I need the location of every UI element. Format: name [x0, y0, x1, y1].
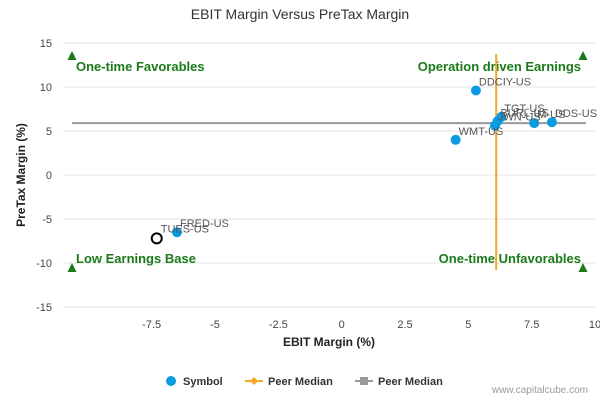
x-tick-label: -7.5 — [142, 319, 161, 331]
x-axis-title: EBIT Margin (%) — [283, 335, 375, 349]
legend: Symbol Peer Median Peer Median — [166, 376, 443, 388]
quadrant-annotations: One-time Favorables Operation driven Earn… — [67, 51, 588, 272]
x-tick-label: 7.5 — [524, 319, 539, 331]
point-label: M-US — [537, 109, 565, 121]
legend-square-icon — [360, 377, 368, 385]
quadrant-label-bottom-left: Low Earnings Base — [76, 251, 196, 266]
legend-label: Peer Median — [268, 376, 333, 388]
data-point — [529, 118, 540, 129]
chart-title: EBIT Margin Versus PreTax Margin — [190, 6, 410, 22]
quadrant-marker-icon — [67, 263, 77, 272]
y-tick-label: -10 — [36, 258, 52, 270]
quadrant-label-bottom-right: One-time Unfavorables — [439, 251, 581, 266]
legend-symbol-marker — [166, 376, 176, 386]
legend-diamond-icon — [250, 377, 258, 385]
x-tick-label: -5 — [210, 319, 220, 331]
point-label: DDS-US — [555, 108, 597, 120]
highlight-point — [150, 232, 163, 245]
quadrant-marker-icon — [67, 51, 77, 60]
point-label: WMT-US — [459, 126, 504, 138]
y-axis-title: PreTax Margin (%) — [14, 123, 28, 227]
point-label: FRED-US — [180, 218, 229, 230]
x-tick-labels: -7.5 -5 -2.5 0 2.5 5 7.5 10 — [142, 319, 600, 331]
quadrant-marker-icon — [578, 263, 588, 272]
x-tick-label: 0 — [339, 319, 345, 331]
data-point — [172, 227, 182, 238]
highlight-point-label: TUES-US — [161, 223, 209, 235]
y-tick-label: -5 — [42, 214, 52, 226]
quadrant-label-top-right: Operation driven Earnings — [418, 59, 581, 74]
quadrant-marker-icon — [578, 51, 588, 60]
watermark: www.capitalcube.com — [491, 385, 588, 396]
point-label: TGT-US — [504, 103, 544, 115]
point-label: BURL-US — [500, 107, 548, 119]
quadrant-label-top-left: One-time Favorables — [76, 59, 205, 74]
data-point — [450, 134, 461, 145]
y-tick-label: 15 — [40, 38, 52, 50]
x-tick-label: 5 — [465, 319, 471, 331]
x-tick-label: 2.5 — [397, 319, 412, 331]
y-tick-label: -15 — [36, 302, 52, 314]
x-tick-label: 10 — [589, 319, 600, 331]
point-label: DDCIY-US — [479, 77, 531, 89]
point-label: JWN-US — [498, 112, 541, 124]
y-tick-label: 5 — [46, 126, 52, 138]
y-tick-label: 0 — [46, 170, 52, 182]
y-tick-label: 10 — [40, 82, 52, 94]
x-tick-label: -2.5 — [269, 319, 288, 331]
legend-label: Peer Median — [378, 376, 443, 388]
data-point — [546, 117, 557, 128]
data-point — [470, 85, 481, 96]
legend-label: Symbol — [183, 376, 223, 388]
data-point — [489, 120, 500, 131]
y-tick-labels: 15 10 5 0 -5 -10 -15 — [36, 38, 52, 314]
grid — [63, 42, 595, 308]
data-points — [150, 85, 557, 245]
